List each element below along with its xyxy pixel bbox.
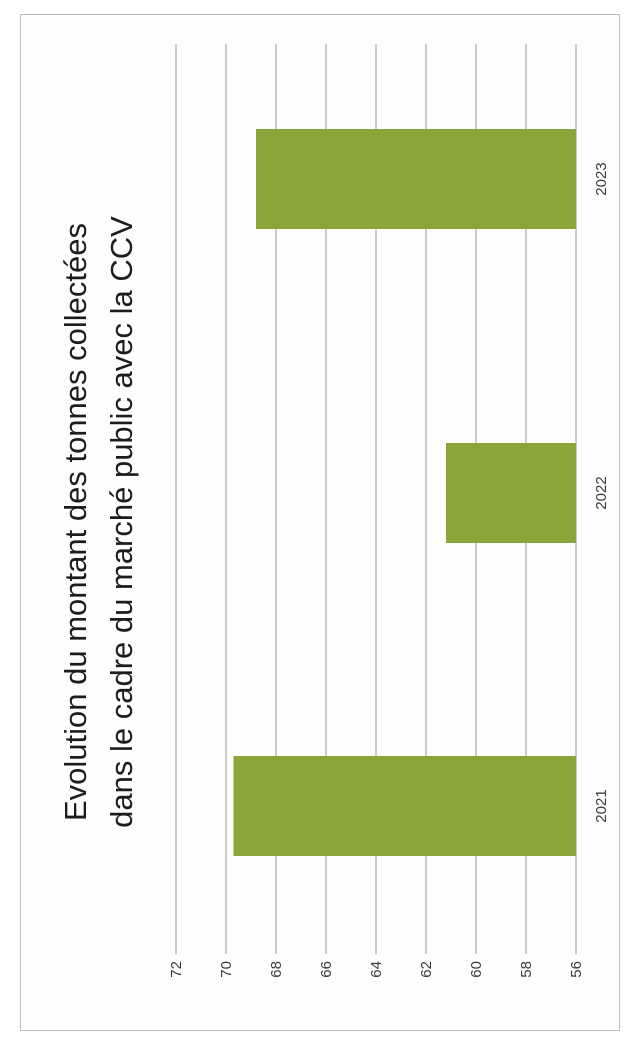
tick-label: 68: [268, 961, 285, 978]
tick-label: 64: [368, 961, 385, 978]
chart-title-line-2: dans le cadre du marché public avec la C…: [104, 216, 139, 828]
tick-label: 58: [518, 961, 535, 978]
tick-label: 60: [468, 961, 485, 978]
bar-2023: [256, 129, 576, 229]
tick-label: 72: [168, 961, 185, 978]
category-label: 2023: [593, 162, 610, 195]
tick-label: 66: [318, 961, 335, 978]
labels: 56 58 60 62 64 66 68 70 72 2021 2022 2023: [168, 162, 610, 977]
chart-title: Evolution du montant des tonnes collecté…: [58, 216, 139, 828]
category-label: 2022: [593, 476, 610, 509]
tick-label: 70: [218, 961, 235, 978]
tick-label: 62: [418, 961, 435, 978]
bars: [233, 129, 576, 856]
bar-2022: [446, 443, 576, 543]
chart-title-line-1: Evolution du montant des tonnes collecté…: [58, 223, 93, 821]
tick-label: 56: [568, 961, 585, 978]
category-label: 2021: [593, 789, 610, 822]
bar-2021: [233, 756, 576, 856]
